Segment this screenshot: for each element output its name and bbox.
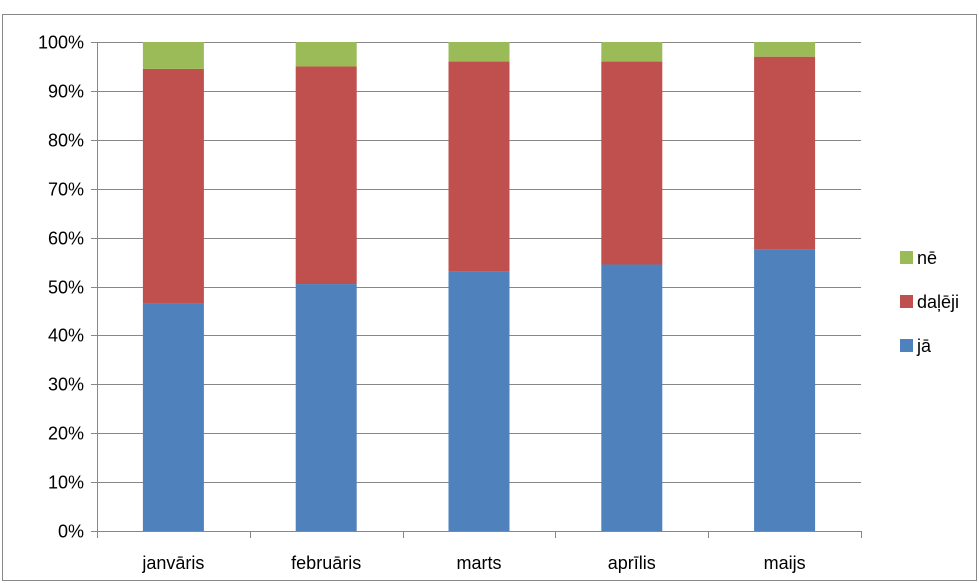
bar-segment-ne xyxy=(142,42,204,69)
legend: nē daļēji jā xyxy=(900,248,959,356)
bar-segment-daleji xyxy=(601,61,663,265)
x-tick-label: aprīlis xyxy=(608,553,656,573)
y-tick-label: 90% xyxy=(48,82,84,102)
bar-segment-ja xyxy=(142,303,204,531)
y-tick-label: 40% xyxy=(48,326,84,346)
bar-segment-daleji xyxy=(448,61,510,272)
bar-segment-ja xyxy=(601,264,663,531)
y-tick-label: 60% xyxy=(48,229,84,249)
x-tick-labels: janvāris februāris marts aprīlis maijs xyxy=(141,553,805,573)
axes xyxy=(91,42,862,538)
bars xyxy=(142,42,816,531)
y-tick-labels: 0% 10% 20% 30% 40% 50% 60% 70% 80% 90% 100% xyxy=(38,33,84,542)
y-tick-label: 10% xyxy=(48,473,84,493)
y-tick-label: 100% xyxy=(38,33,84,53)
bar-segment-daleji xyxy=(754,56,816,250)
legend-swatch xyxy=(900,339,913,352)
y-tick-label: 20% xyxy=(48,424,84,444)
x-tick-label: marts xyxy=(457,553,502,573)
bar-segment-daleji xyxy=(295,66,357,285)
x-tick-label: janvāris xyxy=(141,553,204,573)
legend-label: nē xyxy=(917,248,937,268)
legend-swatch xyxy=(900,251,913,264)
bar-segment-ne xyxy=(448,42,510,62)
bar-segment-ja xyxy=(448,271,510,531)
x-tick-label: februāris xyxy=(291,553,361,573)
y-tick-label: 0% xyxy=(58,522,84,542)
y-tick-label: 70% xyxy=(48,180,84,200)
bar-segment-ja xyxy=(295,284,357,531)
bar-segment-ne xyxy=(601,42,663,62)
y-tick-label: 30% xyxy=(48,375,84,395)
legend-swatch xyxy=(900,295,913,308)
bar-segment-ne xyxy=(754,42,816,57)
bar-segment-ne xyxy=(295,42,357,67)
bar-segment-daleji xyxy=(142,68,204,304)
legend-label: daļēji xyxy=(917,292,959,312)
y-tick-label: 80% xyxy=(48,131,84,151)
bar-segment-ja xyxy=(754,249,816,531)
x-tick-label: maijs xyxy=(764,553,806,573)
y-tick-label: 50% xyxy=(48,278,84,298)
legend-label: jā xyxy=(916,336,932,356)
